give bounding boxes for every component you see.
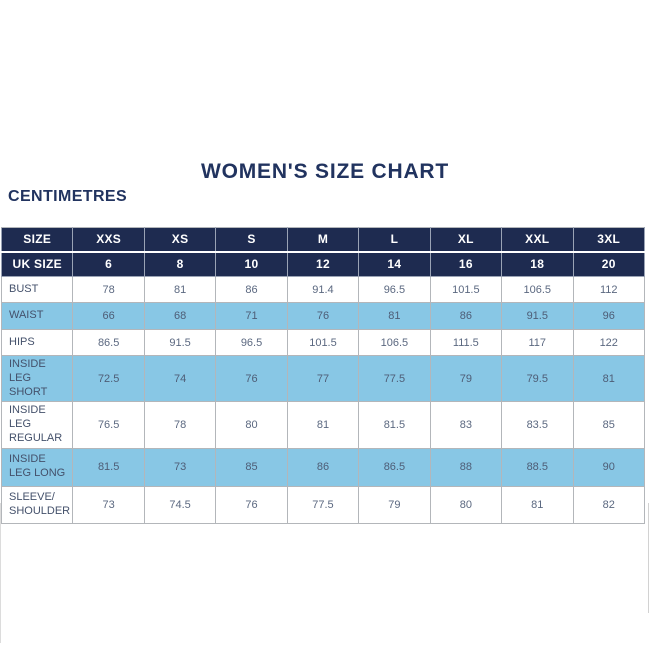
measurement-value: 68 <box>143 302 217 330</box>
measurement-value: 90 <box>572 447 645 487</box>
measurement-value: 101.5 <box>286 329 360 356</box>
measurement-value: 78 <box>72 276 145 303</box>
measurement-value: 85 <box>215 447 288 487</box>
measurement-value: 106.5 <box>358 329 431 356</box>
measurement-label: INSIDE LEG LONG <box>0 447 74 487</box>
measurement-label: HIPS <box>0 329 74 356</box>
measurement-row: SLEEVE/ SHOULDER 73 74.5 76 77.5 79 80 81 82 <box>0 485 645 524</box>
measurement-value: 76 <box>286 302 360 330</box>
measurement-label: INSIDE LEG SHORT <box>0 354 74 403</box>
measurement-value: 73 <box>72 485 145 524</box>
measurement-row: WAIST 66 68 71 76 81 86 91.5 96 <box>0 302 645 330</box>
measurement-value: 82 <box>572 485 645 524</box>
uk-size-value: 6 <box>72 251 145 277</box>
measurement-value: 77.5 <box>358 354 431 403</box>
measurement-label: WAIST <box>0 302 74 330</box>
measurement-row: INSIDE LEG LONG 81.5 73 85 86 86.5 88 88.5 90 <box>0 447 645 487</box>
measurement-value: 96.5 <box>358 276 431 303</box>
size-column-header: L <box>358 227 431 253</box>
measurement-label: INSIDE LEG REGULAR <box>0 401 74 449</box>
measurement-value: 111.5 <box>429 329 503 356</box>
size-chart-body: BUST 78 81 86 91.4 96.5 101.5 106.5 112 WAIST 66 68… <box>0 276 645 524</box>
measurement-value: 76.5 <box>72 401 145 449</box>
measurement-value: 96.5 <box>215 329 288 356</box>
measurement-value: 106.5 <box>501 276 574 303</box>
measurement-value: 91.5 <box>143 329 217 356</box>
measurement-value: 81 <box>286 401 360 449</box>
measurement-value: 81 <box>572 354 645 403</box>
measurement-value: 86 <box>215 276 288 303</box>
measurement-value: 88.5 <box>501 447 574 487</box>
measurement-value: 80 <box>215 401 288 449</box>
uk-size-value: 16 <box>429 251 503 277</box>
measurement-value: 79 <box>429 354 503 403</box>
measurement-value: 112 <box>572 276 645 303</box>
measurement-value: 72.5 <box>72 354 145 403</box>
size-column-header: M <box>286 227 360 253</box>
measurement-value: 81 <box>143 276 217 303</box>
page-title: WOMEN'S SIZE CHART <box>200 160 450 184</box>
size-column-header: XS <box>143 227 217 253</box>
size-column-header: XXS <box>72 227 145 253</box>
measurement-value: 76 <box>215 485 288 524</box>
measurement-value: 85 <box>572 401 645 449</box>
size-column-header: XXL <box>501 227 574 253</box>
measurement-value: 86 <box>429 302 503 330</box>
uk-size-value: 14 <box>358 251 431 277</box>
uk-size-value: 20 <box>572 251 645 277</box>
right-edge-divider <box>648 503 649 613</box>
size-column-header: XL <box>429 227 503 253</box>
uk-size-row: UK SIZE 6 8 10 12 14 16 18 20 <box>0 251 645 277</box>
measurement-label: BUST <box>0 276 74 303</box>
measurement-value: 88 <box>429 447 503 487</box>
measurement-value: 117 <box>501 329 574 356</box>
measurement-value: 79.5 <box>501 354 574 403</box>
measurement-value: 86.5 <box>358 447 431 487</box>
measurement-value: 74 <box>143 354 217 403</box>
measurement-value: 80 <box>429 485 503 524</box>
measurement-row: HIPS 86.5 91.5 96.5 101.5 106.5 111.5 117 122 <box>0 329 645 356</box>
size-header-row: SIZE XXS XS S M L XL XXL 3XL <box>0 227 645 253</box>
measurement-value: 66 <box>72 302 145 330</box>
measurement-row: BUST 78 81 86 91.4 96.5 101.5 106.5 112 <box>0 276 645 303</box>
uk-size-value: 12 <box>286 251 360 277</box>
measurement-value: 101.5 <box>429 276 503 303</box>
unit-label: CENTIMETRES <box>8 188 128 205</box>
measurement-value: 122 <box>572 329 645 356</box>
measurement-value: 83.5 <box>501 401 574 449</box>
size-chart-header: SIZE XXS XS S M L XL XXL 3XL UK SIZE 6 8 10 12 14 16 18… <box>0 227 645 277</box>
uk-size-label: UK SIZE <box>0 251 74 277</box>
measurement-value: 81 <box>501 485 574 524</box>
measurement-value: 77.5 <box>286 485 360 524</box>
left-edge-divider <box>0 503 1 643</box>
measurement-value: 71 <box>215 302 288 330</box>
measurement-value: 81.5 <box>358 401 431 449</box>
measurement-value: 81.5 <box>72 447 145 487</box>
measurement-value: 86.5 <box>72 329 145 356</box>
uk-size-value: 8 <box>143 251 217 277</box>
womens-size-chart-table: SIZE XXS XS S M L XL XXL 3XL UK SIZE 6 8 10 12 14 16 18… <box>0 227 645 524</box>
measurement-value: 86 <box>286 447 360 487</box>
measurement-label: SLEEVE/ SHOULDER <box>0 485 74 524</box>
measurement-value: 81 <box>358 302 431 330</box>
measurement-value: 79 <box>358 485 431 524</box>
measurement-value: 73 <box>143 447 217 487</box>
measurement-value: 74.5 <box>143 485 217 524</box>
measurement-value: 78 <box>143 401 217 449</box>
measurement-row: INSIDE LEG SHORT 72.5 74 76 77 77.5 79 79.5 81 <box>0 354 645 403</box>
measurement-value: 77 <box>286 354 360 403</box>
measurement-row: INSIDE LEG REGULAR 76.5 78 80 81 81.5 83 83.5 85 <box>0 401 645 449</box>
measurement-value: 76 <box>215 354 288 403</box>
size-header-label: SIZE <box>0 227 74 253</box>
uk-size-value: 10 <box>215 251 288 277</box>
measurement-value: 96 <box>572 302 645 330</box>
size-column-header: 3XL <box>572 227 645 253</box>
uk-size-value: 18 <box>501 251 574 277</box>
measurement-value: 91.5 <box>501 302 574 330</box>
measurement-value: 91.4 <box>286 276 360 303</box>
measurement-value: 83 <box>429 401 503 449</box>
size-column-header: S <box>215 227 288 253</box>
